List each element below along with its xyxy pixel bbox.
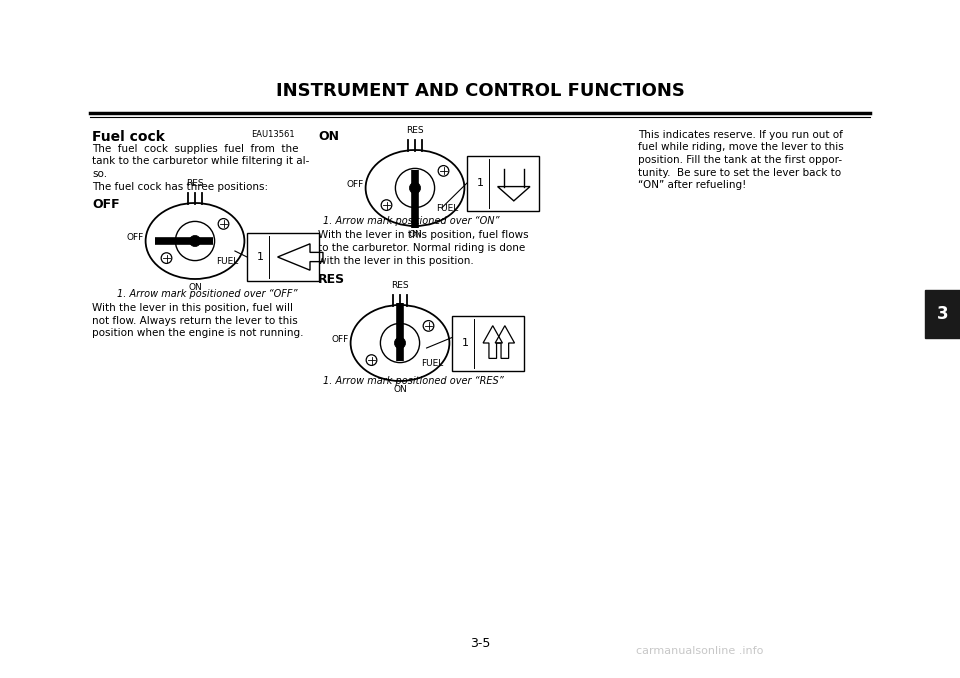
Text: so.: so. [92,169,108,179]
Text: ON: ON [188,283,202,292]
Circle shape [189,235,201,247]
Text: 1. Arrow mark positioned over “OFF”: 1. Arrow mark positioned over “OFF” [117,289,298,299]
Ellipse shape [146,203,245,279]
Text: Fuel cock: Fuel cock [92,130,165,144]
Text: ON: ON [318,130,339,143]
Text: FUEL: FUEL [436,204,458,214]
Text: to the carburetor. Normal riding is done: to the carburetor. Normal riding is done [318,243,525,253]
Text: With the lever in this position, fuel flows: With the lever in this position, fuel fl… [318,231,529,241]
Text: carmanualsonline .info: carmanualsonline .info [636,646,764,656]
Circle shape [395,338,406,348]
Text: EAU13561: EAU13561 [252,130,295,139]
Text: FUEL: FUEL [420,359,444,368]
Text: 1: 1 [462,338,468,348]
Bar [467,155,539,210]
Text: “ON” after refueling!: “ON” after refueling! [638,180,746,190]
Text: tunity.  Be sure to set the lever back to: tunity. Be sure to set the lever back to [638,167,841,178]
Circle shape [409,182,420,194]
Text: RES: RES [318,273,346,286]
Text: 3: 3 [937,305,948,323]
Circle shape [396,168,435,207]
Bar [452,315,524,370]
Text: with the lever in this position.: with the lever in this position. [318,256,473,266]
Text: fuel while riding, move the lever to this: fuel while riding, move the lever to thi… [638,142,844,153]
Circle shape [380,323,420,363]
Text: 1: 1 [476,178,484,188]
Ellipse shape [366,150,465,226]
Text: ON: ON [394,385,407,394]
Text: OFF: OFF [347,180,364,189]
Text: ON: ON [408,230,421,239]
Text: RES: RES [406,127,423,136]
Text: 1. Arrow mark positioned over “RES”: 1. Arrow mark positioned over “RES” [323,376,504,386]
Text: tank to the carburetor while filtering it al-: tank to the carburetor while filtering i… [92,157,309,167]
Bar [925,290,960,338]
Text: With the lever in this position, fuel will: With the lever in this position, fuel wi… [92,303,293,313]
Text: 3-5: 3-5 [469,637,491,650]
Text: 1: 1 [256,252,263,262]
Text: OFF: OFF [127,233,144,243]
Bar [247,233,319,281]
Text: OFF: OFF [331,336,348,344]
Text: FUEL: FUEL [216,258,238,266]
Text: not flow. Always return the lever to this: not flow. Always return the lever to thi… [92,315,298,325]
Text: INSTRUMENT AND CONTROL FUNCTIONS: INSTRUMENT AND CONTROL FUNCTIONS [276,82,684,100]
Text: RES: RES [186,180,204,188]
Text: 1. Arrow mark positioned over “ON”: 1. Arrow mark positioned over “ON” [323,216,499,226]
Text: RES: RES [391,281,409,290]
Ellipse shape [350,305,449,381]
Text: position when the engine is not running.: position when the engine is not running. [92,328,303,338]
Circle shape [176,222,215,260]
Text: The fuel cock has three positions:: The fuel cock has three positions: [92,182,268,191]
Text: OFF: OFF [92,198,120,211]
Text: This indicates reserve. If you run out of: This indicates reserve. If you run out o… [638,130,843,140]
Text: The  fuel  cock  supplies  fuel  from  the: The fuel cock supplies fuel from the [92,144,299,154]
Text: position. Fill the tank at the first oppor-: position. Fill the tank at the first opp… [638,155,842,165]
